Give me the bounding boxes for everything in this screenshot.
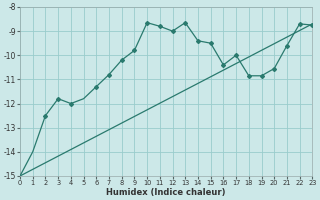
X-axis label: Humidex (Indice chaleur): Humidex (Indice chaleur) xyxy=(107,188,226,197)
